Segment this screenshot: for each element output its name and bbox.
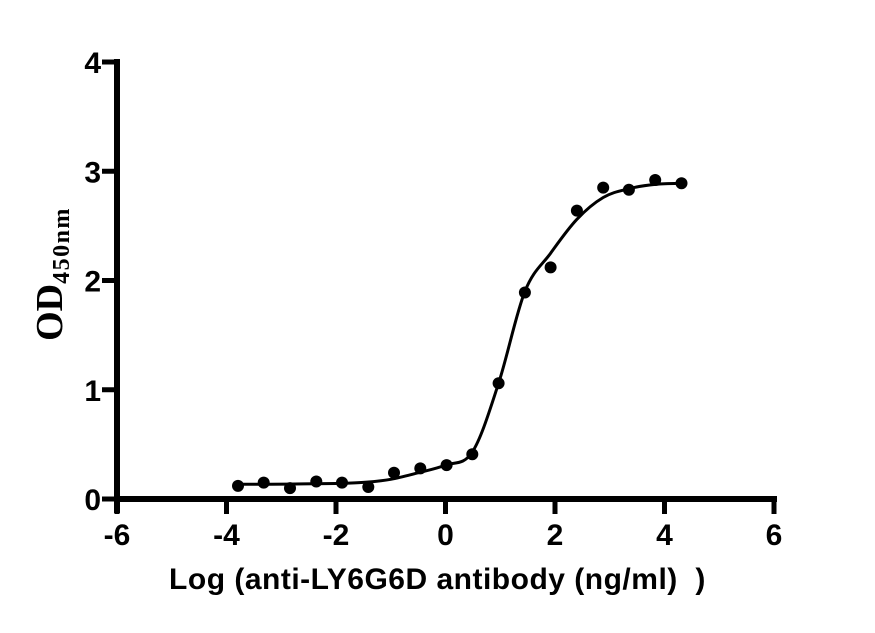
- data-point: [310, 475, 323, 488]
- x-tick-label: 4: [656, 519, 673, 552]
- data-point: [466, 448, 479, 461]
- y-tick-label: 4: [84, 47, 101, 80]
- y-tick-label: 0: [84, 484, 101, 517]
- x-tick-label: 6: [766, 519, 783, 552]
- x-tick-label: -2: [323, 519, 350, 552]
- y-axis-title-subscript: 450nm: [49, 207, 75, 284]
- y-tick-label: 2: [84, 266, 101, 299]
- data-point: [257, 476, 270, 489]
- data-point: [336, 476, 348, 489]
- data-point: [570, 204, 583, 217]
- data-point: [544, 261, 557, 274]
- x-tick-label: 0: [437, 519, 454, 552]
- data-point: [388, 466, 400, 479]
- data-point: [649, 174, 662, 186]
- data-point: [414, 462, 427, 475]
- data-point: [492, 377, 505, 390]
- y-tick-label: 3: [84, 156, 101, 189]
- data-point: [232, 479, 244, 492]
- data-point: [597, 181, 610, 194]
- x-tick-label: -6: [104, 519, 131, 552]
- data-point: [362, 481, 375, 493]
- data-point: [622, 183, 635, 196]
- data-point: [440, 459, 453, 472]
- x-tick-label: 2: [547, 519, 564, 552]
- y-tick-label: 1: [84, 375, 101, 408]
- data-point: [518, 286, 531, 299]
- fit-curve: [238, 181, 682, 486]
- y-axis-title-main: OD: [29, 283, 71, 341]
- data-point: [284, 482, 296, 495]
- data-point: [675, 177, 688, 190]
- x-axis-title: Log (anti-LY6G6D antibody (ng/ml) ): [169, 563, 706, 596]
- x-tick-label: -4: [213, 519, 240, 552]
- y-axis-title: OD450nm: [28, 207, 76, 341]
